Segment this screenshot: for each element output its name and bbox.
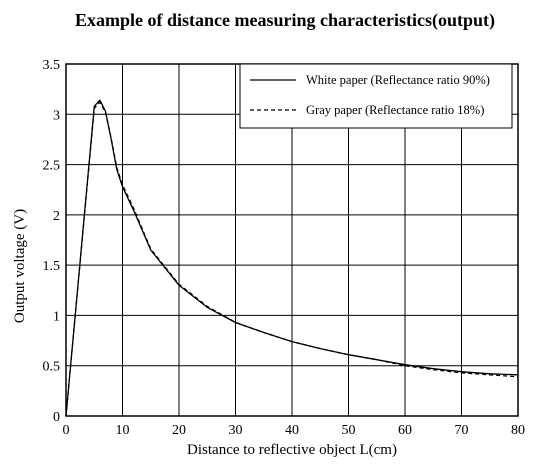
y-tick-label: 1 bbox=[53, 309, 60, 324]
x-tick-label: 40 bbox=[285, 423, 299, 438]
x-tick-label: 10 bbox=[116, 423, 130, 438]
series-line-white-paper bbox=[65, 99, 519, 417]
y-tick-label: 0 bbox=[53, 410, 60, 425]
y-tick-label: 1.5 bbox=[43, 259, 61, 274]
x-axis-ticks: 0 10 20 30 40 50 60 70 80 bbox=[63, 423, 526, 438]
series-line-gray-paper bbox=[65, 101, 519, 417]
y-tick-label: 2.5 bbox=[43, 159, 61, 174]
x-tick-label: 70 bbox=[455, 423, 469, 438]
x-axis-label: Distance to reflective object L(cm) bbox=[187, 442, 397, 458]
x-tick-label: 50 bbox=[342, 423, 356, 438]
series-layer bbox=[65, 99, 519, 417]
y-tick-label: 3.5 bbox=[43, 58, 61, 73]
x-tick-label: 80 bbox=[511, 423, 525, 438]
legend-box bbox=[239, 63, 513, 129]
chart-title: Example of distance measuring characteri… bbox=[75, 10, 495, 31]
y-tick-label: 0.5 bbox=[43, 360, 61, 375]
y-axis-label: Output voltage (V) bbox=[12, 209, 28, 323]
legend-label-white-paper: White paper (Reflectance ratio 90%) bbox=[306, 73, 490, 87]
x-tick-label: 0 bbox=[63, 423, 70, 438]
y-tick-label: 2 bbox=[53, 209, 60, 224]
y-tick-label: 3 bbox=[53, 108, 60, 123]
y-axis-ticks: 0 0.5 1 1.5 2 2.5 3 3.5 bbox=[43, 58, 61, 425]
legend: White paper (Reflectance ratio 90%) Gray… bbox=[239, 63, 513, 129]
x-tick-label: 30 bbox=[229, 423, 243, 438]
legend-label-gray-paper: Gray paper (Reflectance ratio 18%) bbox=[306, 103, 484, 117]
x-tick-label: 60 bbox=[398, 423, 412, 438]
x-tick-label: 20 bbox=[172, 423, 186, 438]
